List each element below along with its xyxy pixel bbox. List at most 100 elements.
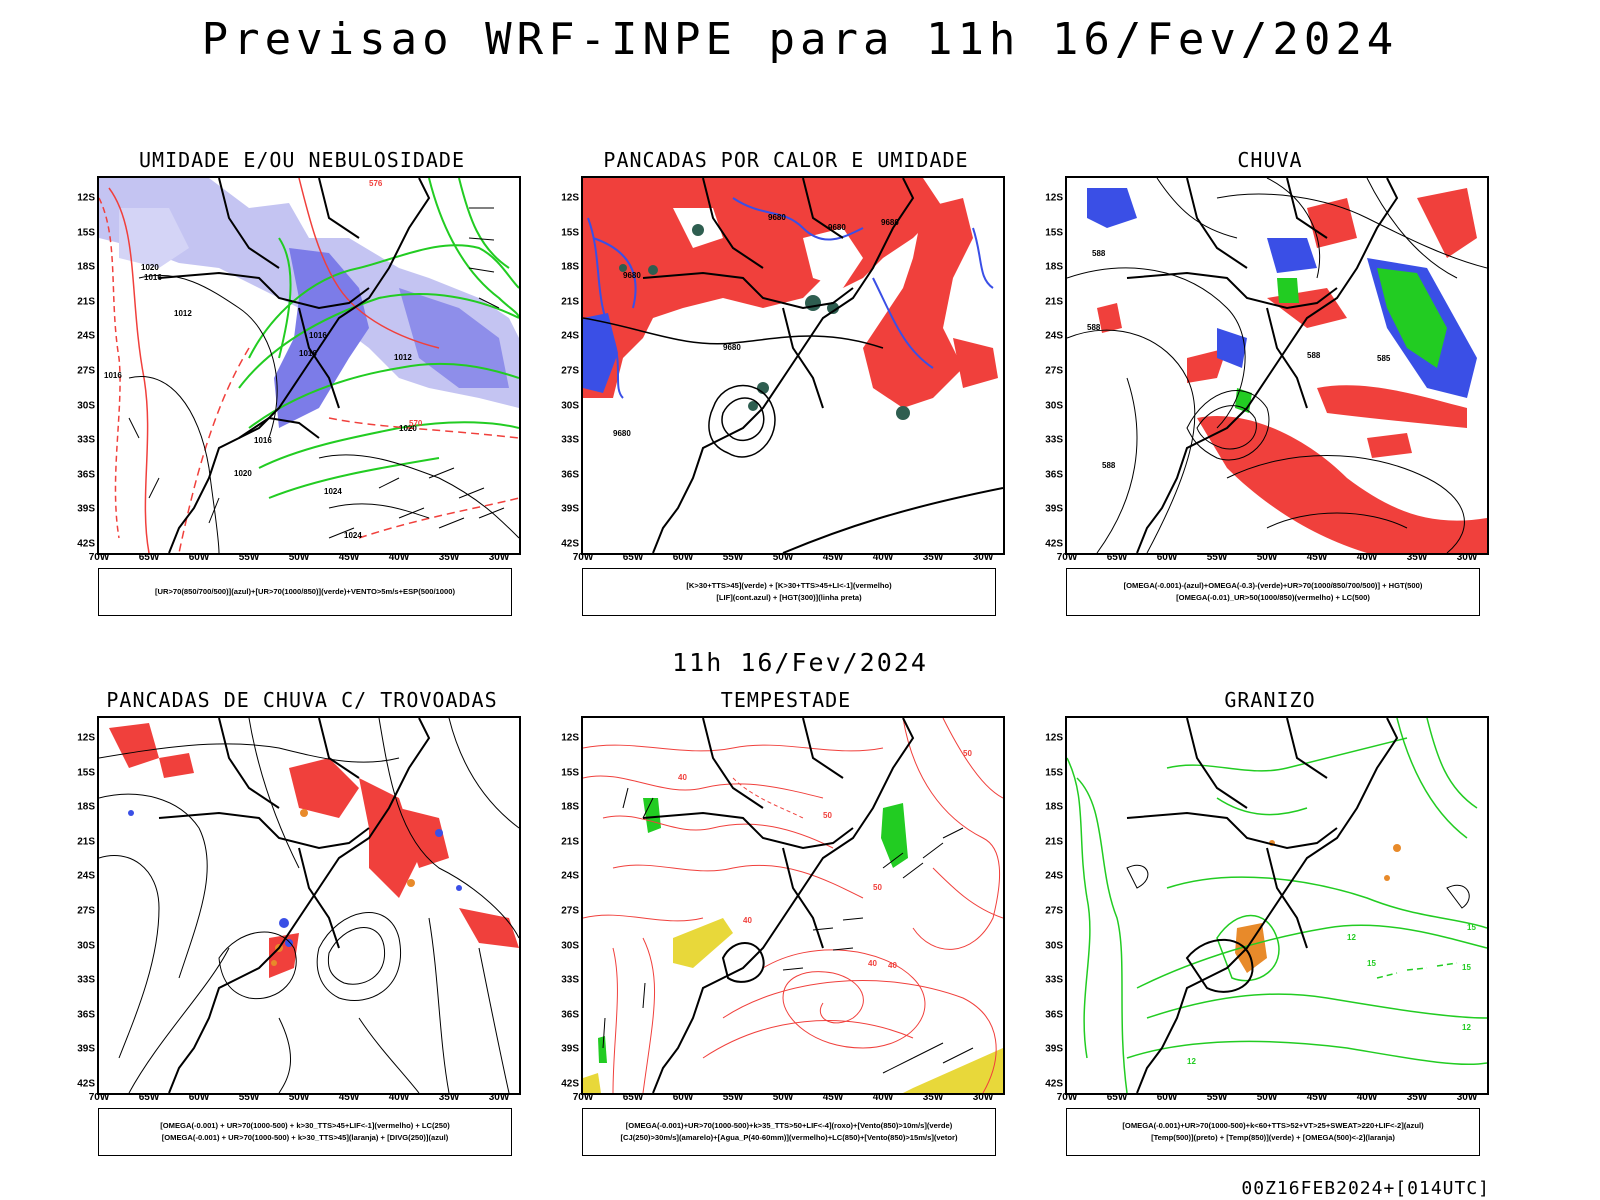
svg-text:50: 50 <box>963 749 972 758</box>
panel-legend: [OMEGA(-0.001) + UR>70(1000-500) + k>30_… <box>98 1108 512 1156</box>
legend-line: [OMEGA(-0.001)+UR>70(1000-500)+k<60+TTS>… <box>1122 1121 1424 1130</box>
blue-divergence <box>128 810 462 947</box>
lon-axis: 70W 65W 60W 55W 50W 45W 40W 35W 30W <box>573 552 1005 566</box>
svg-text:9680: 9680 <box>613 429 631 438</box>
svg-text:12: 12 <box>1462 1023 1471 1032</box>
yellow-jet-field <box>583 918 1003 1093</box>
temp850-green-contours <box>1067 718 1487 1093</box>
svg-text:1020: 1020 <box>399 424 417 433</box>
map-frame: 12 12 15 15 12 15 <box>1065 716 1489 1095</box>
lat-tick-label: 21S <box>77 296 95 308</box>
lat-tick-label: 42S <box>561 1078 579 1090</box>
lon-tick-label: 50W <box>772 552 794 563</box>
contour-labels: 12 12 15 15 12 15 <box>1187 923 1476 1066</box>
lon-tick-label: 65W <box>1106 1092 1128 1103</box>
lon-tick-label: 40W <box>1356 1092 1378 1103</box>
lat-axis: 12S 15S 18S 21S 24S 27S 30S 33S 36S 39S 42S <box>1025 716 1063 1091</box>
blue-humidity-field <box>99 178 519 428</box>
legend-line: [Temp(500)](preto) + [Temp(850)](verde) … <box>1151 1133 1395 1142</box>
svg-text:1024: 1024 <box>344 531 362 540</box>
svg-text:9680: 9680 <box>881 218 899 227</box>
panel-title: GRANIZO <box>1224 688 1316 712</box>
svg-text:9680: 9680 <box>723 343 741 352</box>
svg-text:570: 570 <box>409 419 423 428</box>
lon-tick-label: 55W <box>722 552 744 563</box>
lat-tick-label: 24S <box>77 870 95 882</box>
lat-tick-label: 21S <box>1045 296 1063 308</box>
lat-tick-label: 30S <box>1045 940 1063 952</box>
lat-tick-label: 18S <box>561 801 579 813</box>
panel-title: UMIDADE E/OU NEBULOSIDADE <box>138 148 466 172</box>
map-trovoadas <box>99 718 519 1093</box>
lat-tick-label: 15S <box>561 227 579 239</box>
lat-tick-label: 24S <box>561 870 579 882</box>
lat-tick-label: 15S <box>77 227 95 239</box>
panel-title: PANCADAS DE CHUVA C/ TROVOADAS <box>106 688 498 712</box>
lat-tick-label: 12S <box>1045 192 1063 204</box>
panel-title: TEMPESTADE <box>720 688 852 712</box>
lat-tick-label: 33S <box>77 974 95 986</box>
lat-tick-label: 33S <box>561 974 579 986</box>
orange-omega-cells <box>1235 840 1401 973</box>
lon-tick-label: 60W <box>188 552 210 563</box>
legend-line: [UR>70(850/700/500)](azul)+[UR>70(1000/8… <box>155 587 455 596</box>
lon-tick-label: 40W <box>872 552 894 563</box>
map-frame: 588 588 588 588 585 <box>1065 176 1489 555</box>
svg-text:9680: 9680 <box>623 271 641 280</box>
lat-tick-label: 27S <box>1045 905 1063 917</box>
svg-text:588: 588 <box>1087 323 1101 332</box>
lat-tick-label: 24S <box>77 330 95 342</box>
legend-line: [OMEGA(-0.01)_UR>50(1000/850)(vermelho) … <box>1176 593 1370 602</box>
lat-tick-label: 30S <box>561 400 579 412</box>
lat-tick-label: 36S <box>1045 1009 1063 1021</box>
legend-line: [OMEGA(-0.001)+UR>70(1000-500)+k>35_TTS>… <box>625 1121 953 1130</box>
svg-text:9680: 9680 <box>768 213 786 222</box>
contour-labels: 588 588 588 588 585 <box>1087 249 1391 470</box>
lon-tick-label: 45W <box>1306 552 1328 563</box>
lon-tick-label: 70W <box>572 1092 594 1103</box>
hgt-300-contours <box>583 317 884 458</box>
svg-text:9680: 9680 <box>828 223 846 232</box>
svg-text:1016: 1016 <box>104 371 122 380</box>
lon-axis: 70W 65W 60W 55W 50W 45W 40W 35W 30W <box>89 552 521 566</box>
svg-text:1024: 1024 <box>324 487 342 496</box>
lat-tick-label: 39S <box>1045 1043 1063 1055</box>
lon-tick-label: 65W <box>1106 552 1128 563</box>
lon-tick-label: 35W <box>1406 1092 1428 1103</box>
lat-tick-label: 12S <box>1045 732 1063 744</box>
svg-text:588: 588 <box>1102 461 1116 470</box>
lon-tick-label: 70W <box>88 1092 110 1103</box>
map-frame <box>97 716 521 1095</box>
lat-tick-label: 21S <box>1045 836 1063 848</box>
lon-tick-label: 45W <box>822 552 844 563</box>
lat-tick-label: 12S <box>561 192 579 204</box>
lat-tick-label: 27S <box>77 365 95 377</box>
panel-legend: [OMEGA(-0.001)+UR>70(1000-500)+k<60+TTS>… <box>1066 1108 1480 1156</box>
lat-axis: 12S 15S 18S 21S 24S 27S 30S 33S 36S 39S 42S <box>57 716 95 1091</box>
lon-tick-label: 35W <box>922 552 944 563</box>
lat-tick-label: 42S <box>1045 538 1063 550</box>
lat-axis: 12S 15S 18S 21S 24S 27S 30S 33S 36S 39S 42S <box>57 176 95 551</box>
svg-text:1016: 1016 <box>299 349 317 358</box>
svg-text:588: 588 <box>1307 351 1321 360</box>
lat-tick-label: 27S <box>77 905 95 917</box>
panel-pancadas-calor: PANCADAS POR CALOR E UMIDADE 12S 15S 18S 21… <box>541 148 1031 628</box>
lat-tick-label: 36S <box>77 1009 95 1021</box>
lon-tick-label: 50W <box>288 552 310 563</box>
lat-tick-label: 30S <box>1045 400 1063 412</box>
svg-text:15: 15 <box>1462 963 1471 972</box>
svg-text:15: 15 <box>1467 923 1476 932</box>
lon-tick-label: 40W <box>388 552 410 563</box>
lat-tick-label: 42S <box>77 538 95 550</box>
lat-tick-label: 27S <box>561 365 579 377</box>
panel-title: CHUVA <box>1237 148 1303 172</box>
lat-tick-label: 39S <box>77 503 95 515</box>
panel-tempestade: TEMPESTADE 12S 15S 18S 21S 24S 27S 30S 33S 36S 39… <box>541 688 1031 1168</box>
lc250-streamlines <box>99 718 519 1093</box>
lon-tick-label: 60W <box>672 552 694 563</box>
coastline-borders <box>1126 718 1399 1093</box>
lon-tick-label: 45W <box>1306 1092 1328 1103</box>
svg-text:12: 12 <box>1187 1057 1196 1066</box>
lon-tick-label: 60W <box>1156 552 1178 563</box>
panel-legend: [UR>70(850/700/500)](azul)+[UR>70(1000/8… <box>98 568 512 616</box>
